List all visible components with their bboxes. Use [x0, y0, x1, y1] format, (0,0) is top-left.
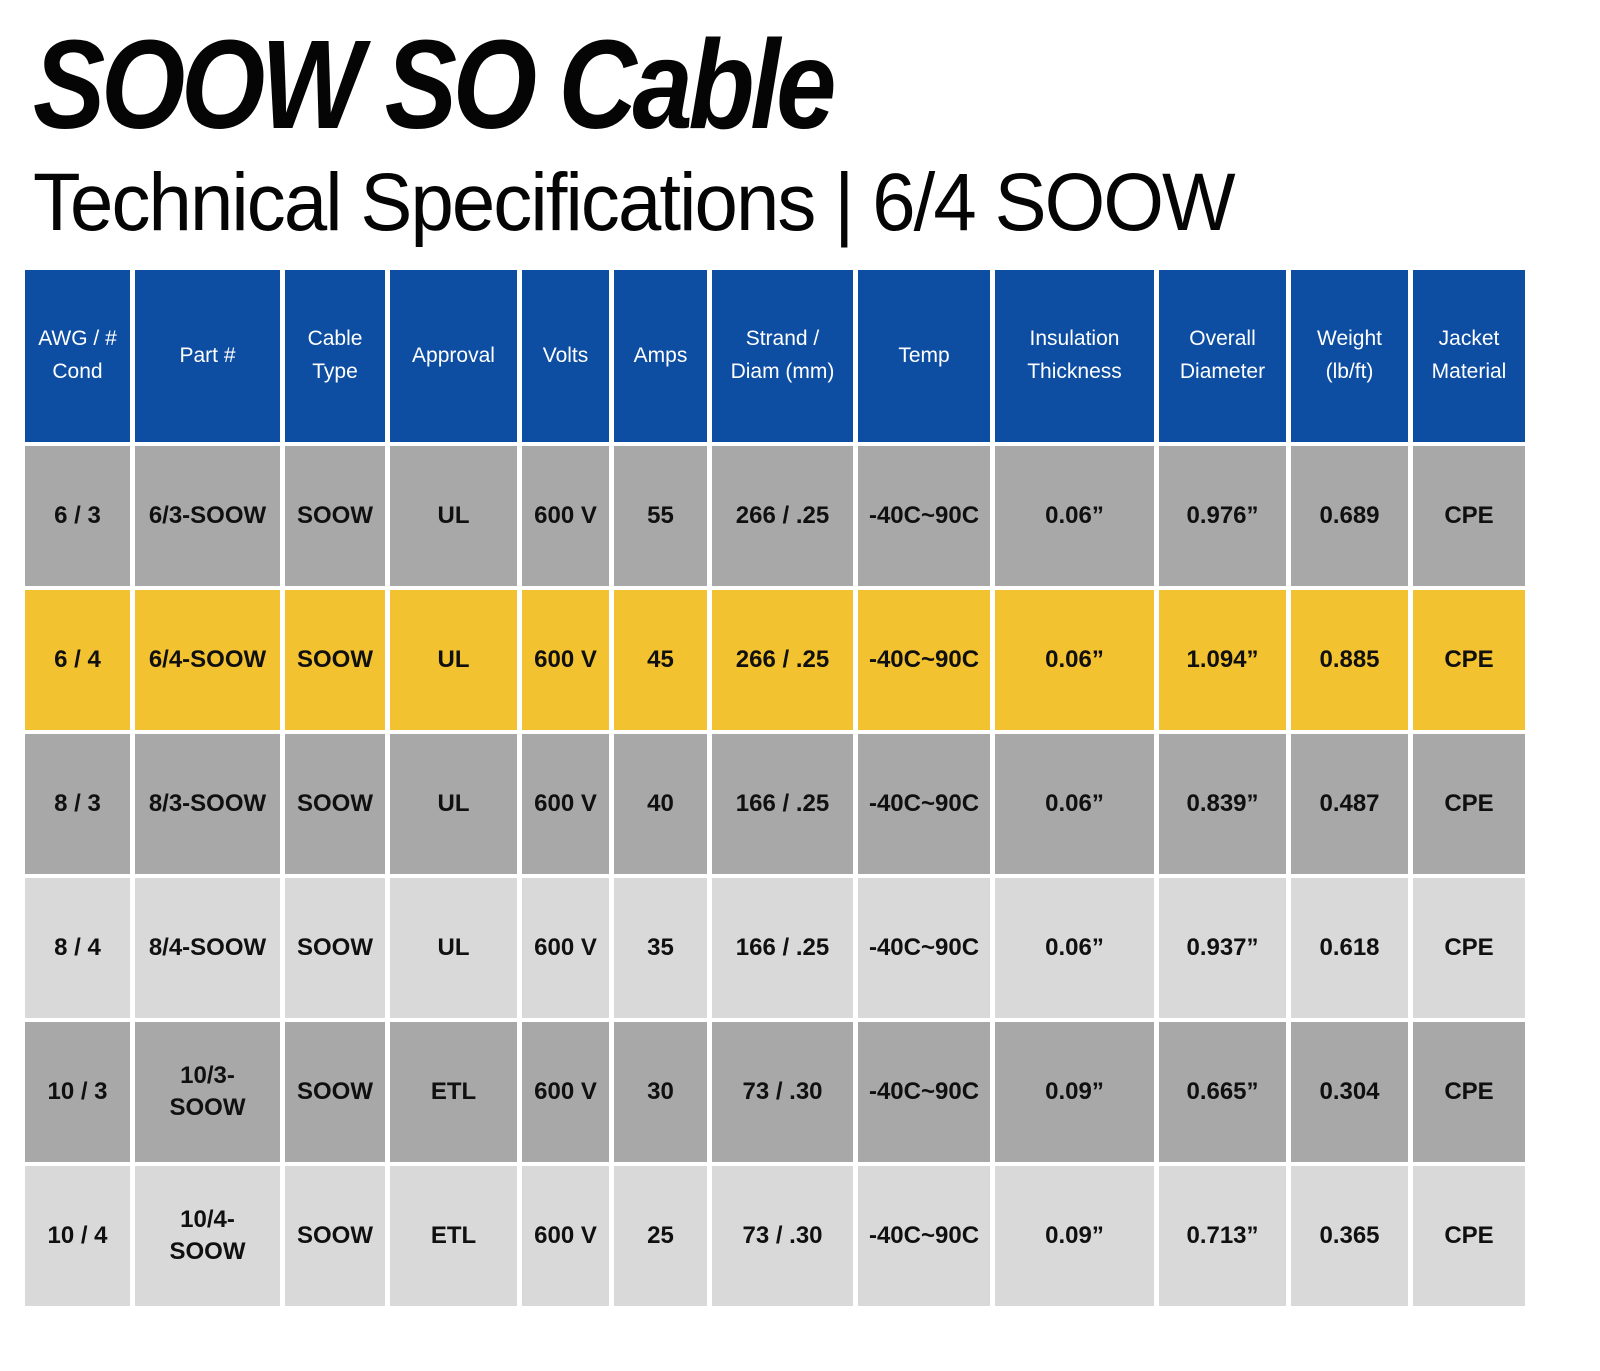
table-header-row: AWG / # Cond Part # Cable Type Approval … — [25, 270, 1530, 442]
table-row-6-3: 6 / 3 6/3-SOOW SOOW UL 600 V 55 266 / .2… — [25, 446, 1530, 586]
column-header-part-number: Part # — [135, 270, 280, 442]
table-cell: 600 V — [522, 878, 609, 1018]
table-cell: 30 — [614, 1022, 707, 1162]
table-cell: -40C~90C — [858, 590, 990, 730]
table-cell: -40C~90C — [858, 1022, 990, 1162]
table-cell: 55 — [614, 446, 707, 586]
column-header-cable-type: Cable Type — [285, 270, 385, 442]
table-cell: -40C~90C — [858, 1166, 990, 1306]
table-cell: 166 / .25 — [712, 734, 853, 874]
page-subtitle: Technical Specifications | 6/4 SOOW — [33, 157, 1236, 248]
spec-table: AWG / # Cond Part # Cable Type Approval … — [25, 270, 1530, 1306]
page-title: SOOW SO Cable — [33, 14, 836, 155]
table-cell: 0.06” — [995, 734, 1154, 874]
table-cell: UL — [390, 590, 517, 730]
table-cell: SOOW — [285, 878, 385, 1018]
column-header-volts: Volts — [522, 270, 609, 442]
table-cell: -40C~90C — [858, 878, 990, 1018]
table-cell: 10 / 4 — [25, 1166, 130, 1306]
table-cell: 0.937” — [1159, 878, 1286, 1018]
table-cell: 0.487 — [1291, 734, 1408, 874]
table-cell: 600 V — [522, 446, 609, 586]
column-header-weight: Weight (lb/ft) — [1291, 270, 1408, 442]
table-cell: 0.885 — [1291, 590, 1408, 730]
table-row-8-4: 8 / 4 8/4-SOOW SOOW UL 600 V 35 166 / .2… — [25, 878, 1530, 1018]
table-cell: 0.06” — [995, 878, 1154, 1018]
table-cell: SOOW — [285, 590, 385, 730]
table-cell: 8/4-SOOW — [135, 878, 280, 1018]
table-cell: 0.365 — [1291, 1166, 1408, 1306]
table-cell: 0.689 — [1291, 446, 1408, 586]
table-cell: 35 — [614, 878, 707, 1018]
column-header-overall-diameter: Overall Diameter — [1159, 270, 1286, 442]
table-cell: 0.976” — [1159, 446, 1286, 586]
table-cell: 73 / .30 — [712, 1166, 853, 1306]
table-cell: SOOW — [285, 1166, 385, 1306]
spec-sheet: SOOW SO Cable Technical Specifications |… — [25, 14, 1530, 1306]
table-cell: CPE — [1413, 446, 1525, 586]
table-row-6-4-highlighted: 6 / 4 6/4-SOOW SOOW UL 600 V 45 266 / .2… — [25, 590, 1530, 730]
column-header-approval: Approval — [390, 270, 517, 442]
table-cell: 0.839” — [1159, 734, 1286, 874]
table-cell: 6 / 4 — [25, 590, 130, 730]
table-cell: 45 — [614, 590, 707, 730]
table-cell: UL — [390, 734, 517, 874]
table-cell: 0.06” — [995, 590, 1154, 730]
table-cell: 266 / .25 — [712, 446, 853, 586]
table-cell: 266 / .25 — [712, 590, 853, 730]
table-cell: 6/3-SOOW — [135, 446, 280, 586]
table-cell: -40C~90C — [858, 734, 990, 874]
table-row-10-3: 10 / 3 10/3-SOOW SOOW ETL 600 V 30 73 / … — [25, 1022, 1530, 1162]
column-header-jacket-material: Jacket Material — [1413, 270, 1525, 442]
table-cell: CPE — [1413, 1022, 1525, 1162]
table-cell: 0.618 — [1291, 878, 1408, 1018]
table-cell: 0.06” — [995, 446, 1154, 586]
table-cell: 0.09” — [995, 1022, 1154, 1162]
table-cell: ETL — [390, 1022, 517, 1162]
table-cell: ETL — [390, 1166, 517, 1306]
table-cell: SOOW — [285, 734, 385, 874]
table-row-10-4: 10 / 4 10/4-SOOW SOOW ETL 600 V 25 73 / … — [25, 1166, 1530, 1306]
table-cell: -40C~90C — [858, 446, 990, 586]
table-cell: 0.713” — [1159, 1166, 1286, 1306]
table-cell: 600 V — [522, 1022, 609, 1162]
table-cell: 0.304 — [1291, 1022, 1408, 1162]
table-cell: 73 / .30 — [712, 1022, 853, 1162]
table-cell: 166 / .25 — [712, 878, 853, 1018]
column-header-awg-cond: AWG / # Cond — [25, 270, 130, 442]
table-cell: UL — [390, 446, 517, 586]
table-cell: CPE — [1413, 1166, 1525, 1306]
table-cell: 10 / 3 — [25, 1022, 130, 1162]
table-cell: 10/3-SOOW — [135, 1022, 280, 1162]
table-cell: 25 — [614, 1166, 707, 1306]
table-cell: 8/3-SOOW — [135, 734, 280, 874]
table-cell: 8 / 3 — [25, 734, 130, 874]
column-header-amps: Amps — [614, 270, 707, 442]
table-cell: 1.094” — [1159, 590, 1286, 730]
column-header-temp: Temp — [858, 270, 990, 442]
table-cell: 8 / 4 — [25, 878, 130, 1018]
column-header-insulation: Insulation Thickness — [995, 270, 1154, 442]
table-cell: 600 V — [522, 734, 609, 874]
table-cell: 600 V — [522, 1166, 609, 1306]
table-row-8-3: 8 / 3 8/3-SOOW SOOW UL 600 V 40 166 / .2… — [25, 734, 1530, 874]
table-cell: 0.665” — [1159, 1022, 1286, 1162]
table-cell: 40 — [614, 734, 707, 874]
table-cell: 6/4-SOOW — [135, 590, 280, 730]
table-cell: 600 V — [522, 590, 609, 730]
table-cell: CPE — [1413, 590, 1525, 730]
table-cell: CPE — [1413, 878, 1525, 1018]
table-cell: 0.09” — [995, 1166, 1154, 1306]
table-cell: SOOW — [285, 1022, 385, 1162]
table-cell: SOOW — [285, 446, 385, 586]
table-cell: 10/4-SOOW — [135, 1166, 280, 1306]
table-cell: CPE — [1413, 734, 1525, 874]
table-cell: 6 / 3 — [25, 446, 130, 586]
table-cell: UL — [390, 878, 517, 1018]
column-header-strand-diam: Strand / Diam (mm) — [712, 270, 853, 442]
